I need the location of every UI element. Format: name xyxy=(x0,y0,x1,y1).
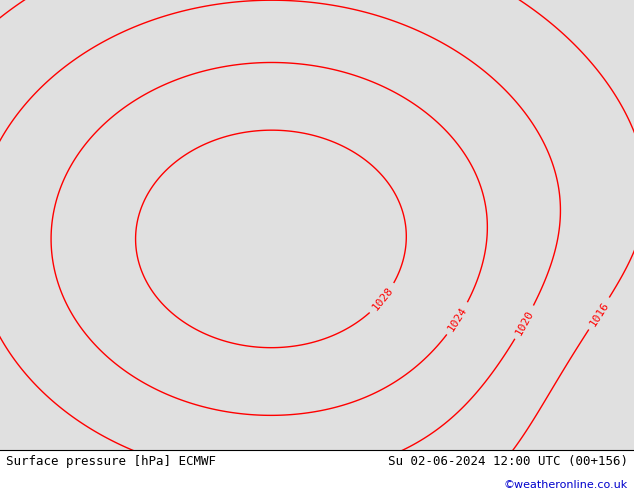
Text: 1016: 1016 xyxy=(588,299,611,328)
Text: 1020: 1020 xyxy=(514,308,535,337)
Text: Su 02-06-2024 12:00 UTC (00+156): Su 02-06-2024 12:00 UTC (00+156) xyxy=(387,455,628,468)
Text: 1028: 1028 xyxy=(370,285,396,313)
Text: Surface pressure [hPa] ECMWF: Surface pressure [hPa] ECMWF xyxy=(6,455,216,468)
Text: 1024: 1024 xyxy=(446,305,469,333)
Text: ©weatheronline.co.uk: ©weatheronline.co.uk xyxy=(503,480,628,490)
